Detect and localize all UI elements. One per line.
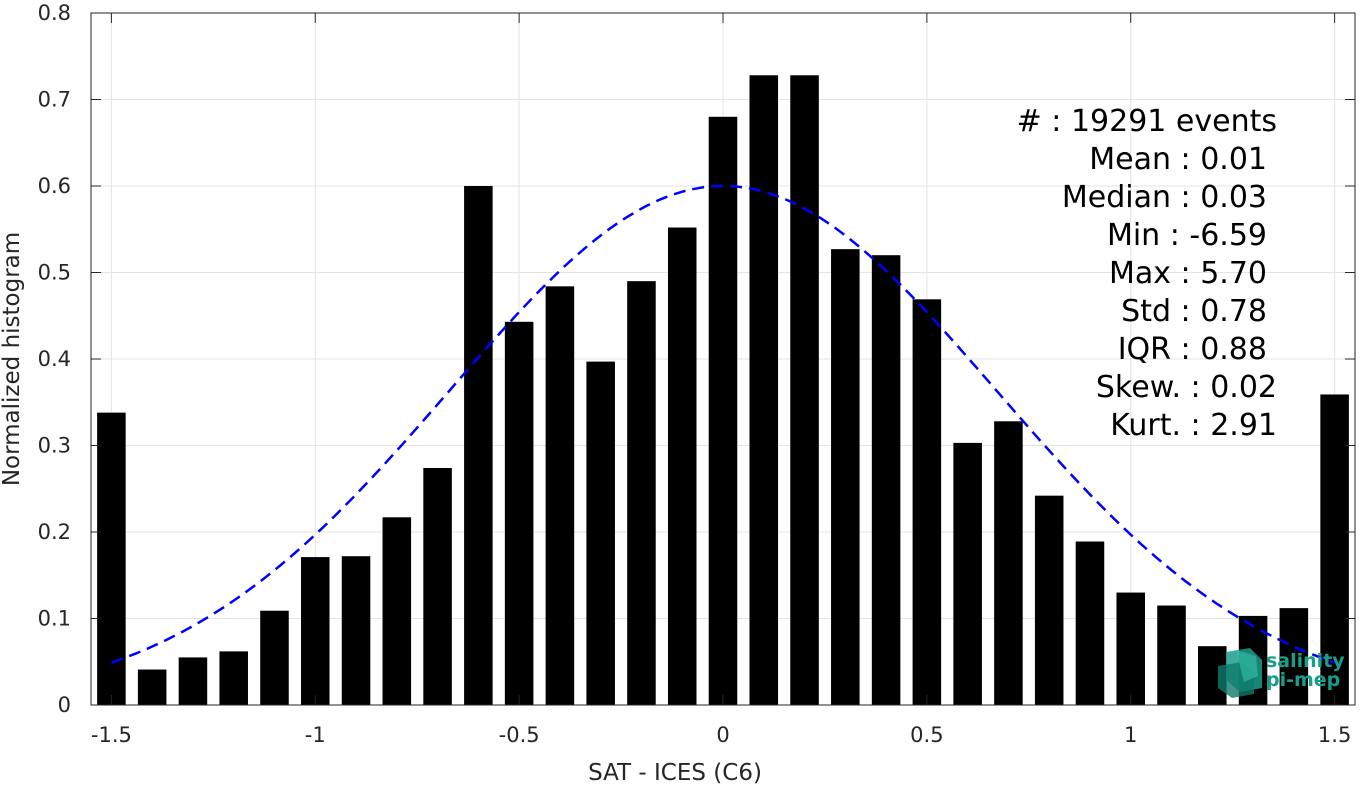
y-tick-label: 0.1 — [38, 607, 71, 631]
histogram-bar — [300, 557, 330, 705]
stats-line: # : 19291 events — [1017, 104, 1277, 139]
y-tick-label: 0.2 — [38, 520, 71, 544]
histogram-bar — [178, 657, 208, 705]
histogram-bar — [464, 186, 493, 705]
histogram-bar — [749, 75, 779, 705]
histogram-bar — [1279, 608, 1309, 705]
histogram-bar — [423, 467, 452, 705]
histogram-bar — [1320, 394, 1349, 705]
logo-cube-icon — [1218, 648, 1262, 698]
y-tick-label: 0.3 — [38, 434, 71, 458]
stats-line: Min : -6.59 — [1107, 218, 1267, 253]
x-tick-label: 0 — [716, 723, 729, 747]
y-tick-label: 0.5 — [38, 261, 71, 285]
x-tick-label: 1 — [1124, 723, 1137, 747]
histogram-bar — [994, 421, 1023, 705]
axis-ticks — [91, 12, 1355, 706]
y-tick-label: 0.8 — [38, 1, 71, 25]
salinity-pimep-logo: salinity pi-mep — [1218, 648, 1345, 698]
histogram-bar — [260, 610, 289, 705]
stats-line: Median : 0.03 — [1062, 180, 1267, 215]
histogram-bar — [953, 442, 982, 705]
histogram-bar — [382, 517, 412, 705]
histogram-bar — [790, 75, 819, 705]
y-tick-label: 0.4 — [38, 347, 71, 371]
stats-line: Kurt. : 2.91 — [1110, 408, 1277, 443]
stats-line: IQR : 0.88 — [1118, 332, 1267, 367]
stats-line: Skew. : 0.02 — [1096, 370, 1277, 405]
stats-line: Std : 0.78 — [1121, 294, 1267, 329]
histogram-bar — [219, 651, 248, 705]
histogram-bar — [1116, 592, 1146, 705]
histogram-bar — [627, 281, 656, 705]
histogram-bar — [831, 249, 860, 705]
x-tick-label: -0.5 — [499, 723, 540, 747]
x-tick-label: -1 — [305, 723, 326, 747]
y-tick-label: 0.7 — [38, 88, 71, 112]
histogram-bar — [586, 361, 615, 705]
y-tick-label: 0.6 — [38, 174, 71, 198]
histogram-bar — [504, 321, 534, 705]
y-axis-label: Normalized histogram — [0, 232, 25, 486]
x-tick-labels: -1.5 -1 -0.5 0 0.5 1 1.5 — [91, 723, 1351, 747]
x-axis-label: SAT - ICES (C6) — [588, 760, 762, 785]
histogram-bar — [97, 412, 126, 705]
histogram-bar — [871, 255, 901, 705]
y-tick-label: 0 — [58, 693, 71, 717]
y-tick-labels: 0 0.1 0.2 0.3 0.4 0.5 0.6 0.7 0.8 — [38, 1, 71, 717]
histogram-bar — [1034, 495, 1064, 705]
x-tick-label: 1.5 — [1318, 723, 1351, 747]
histogram-bar — [1075, 541, 1105, 705]
histogram-bar — [341, 556, 371, 705]
stats-line: Mean : 0.01 — [1089, 142, 1267, 177]
x-tick-label: -1.5 — [91, 723, 132, 747]
histogram-bars — [97, 75, 1349, 706]
logo-text-salinity: salinity — [1266, 650, 1345, 672]
x-tick-label: 0.5 — [910, 723, 943, 747]
logo-text-pimep: pi-mep — [1266, 669, 1340, 691]
histogram-bar — [1157, 605, 1186, 705]
histogram-bar — [667, 227, 697, 705]
histogram-bar — [912, 299, 942, 705]
stats-line: Max : 5.70 — [1109, 256, 1267, 291]
histogram-bar — [708, 116, 738, 706]
histogram-bar — [545, 286, 575, 705]
gaussian-fit-curve — [110, 184, 1336, 664]
histogram-bar — [137, 669, 167, 705]
